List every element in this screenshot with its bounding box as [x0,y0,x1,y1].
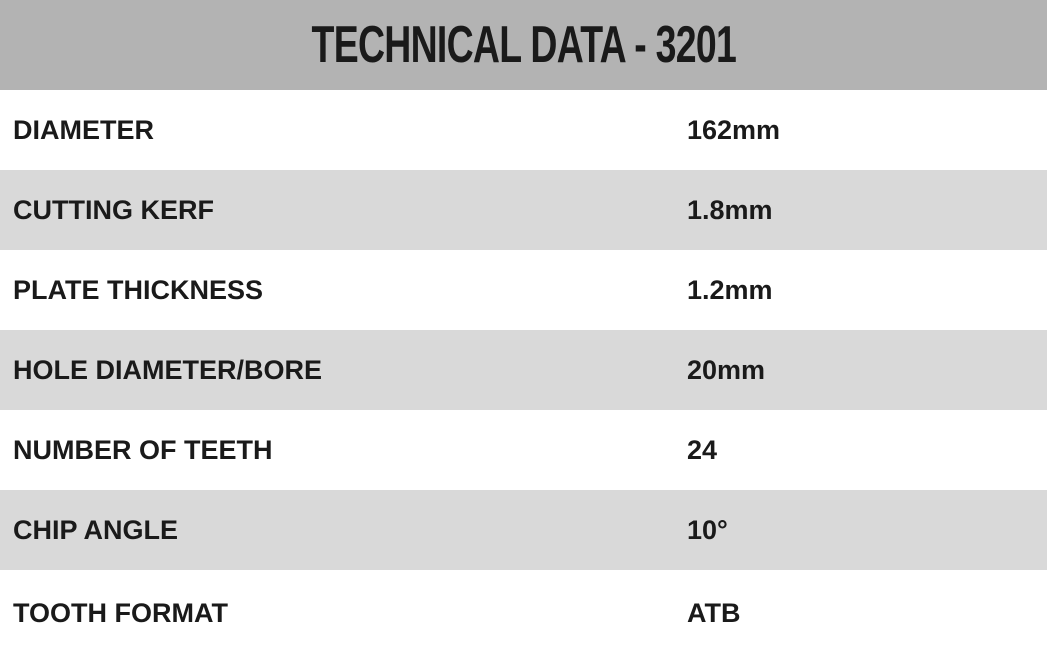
row-label: HOLE DIAMETER/BORE [13,354,323,385]
row-label: PLATE THICKNESS [13,274,264,305]
row-value: 1.2mm [687,274,773,305]
row-value: 24 [687,434,718,465]
row-value: 1.8mm [687,194,773,225]
row-value: ATB [687,597,741,628]
row-label: DIAMETER [13,114,154,145]
row-value: 20mm [687,354,766,385]
table-row: NUMBER OF TEETH 24 [0,410,1047,490]
table-row: TOOTH FORMAT ATB [0,570,1047,656]
row-label: NUMBER OF TEETH [13,434,273,465]
table-header: TECHNICAL DATA - 3201 [0,0,1047,90]
table-row: DIAMETER 162mm [0,90,1047,170]
table-row: HOLE DIAMETER/BORE 20mm [0,330,1047,410]
spec-table: DIAMETER 162mm CUTTING KERF 1.8mm PLATE … [0,90,1047,656]
row-label: CUTTING KERF [13,194,214,225]
table-row: PLATE THICKNESS 1.2mm [0,250,1047,330]
row-label: TOOTH FORMAT [13,597,228,628]
table-row: CUTTING KERF 1.8mm [0,170,1047,250]
row-value: 162mm [687,114,781,145]
page-title: TECHNICAL DATA - 3201 [311,16,736,74]
row-label: CHIP ANGLE [13,514,179,545]
table-row: CHIP ANGLE 10° [0,490,1047,570]
row-value: 10° [687,514,728,545]
